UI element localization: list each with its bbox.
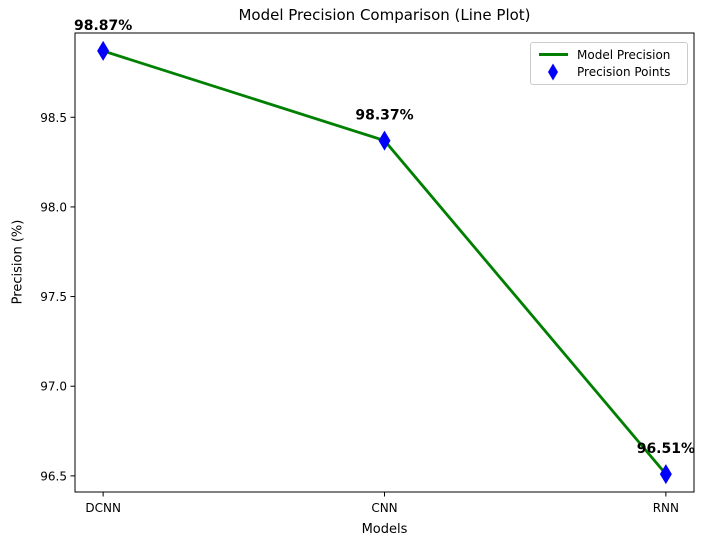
diamond-icon	[548, 63, 558, 81]
y-tick-label: 97.5	[40, 290, 67, 304]
plot-border	[74, 32, 695, 493]
data-point-marker-rnn	[659, 464, 672, 485]
x-tick-label-cnn: CNN	[371, 501, 397, 515]
legend: Model Precision Precision Points	[530, 42, 688, 85]
data-point-marker-cnn	[378, 130, 391, 151]
y-tick-label: 98.0	[40, 200, 67, 214]
x-tick-label-rnn: RNN	[653, 501, 679, 515]
point-annotation-rnn: 96.51%	[637, 441, 695, 457]
point-annotation-cnn: 98.37%	[355, 108, 413, 124]
x-axis-label: Models	[361, 522, 408, 537]
legend-label: Model Precision	[577, 47, 671, 62]
data-point-marker-dcnn	[97, 40, 110, 61]
point-annotation-dcnn: 98.87%	[74, 18, 132, 34]
legend-line-swatch	[538, 53, 568, 56]
legend-entry-precision-points: Precision Points	[538, 63, 680, 81]
legend-entry-model-precision: Model Precision	[538, 46, 680, 63]
line-sample-icon	[538, 53, 568, 56]
x-tick-label-dcnn: DCNN	[85, 501, 121, 515]
legend-label: Precision Points	[577, 65, 671, 79]
y-tick-label: 96.5	[40, 469, 67, 483]
legend-diamond-swatch	[538, 63, 568, 81]
chart-title: Model Precision Comparison (Line Plot)	[238, 6, 531, 24]
y-tick-label: 98.5	[40, 111, 67, 125]
y-tick-label: 97.0	[40, 380, 67, 394]
